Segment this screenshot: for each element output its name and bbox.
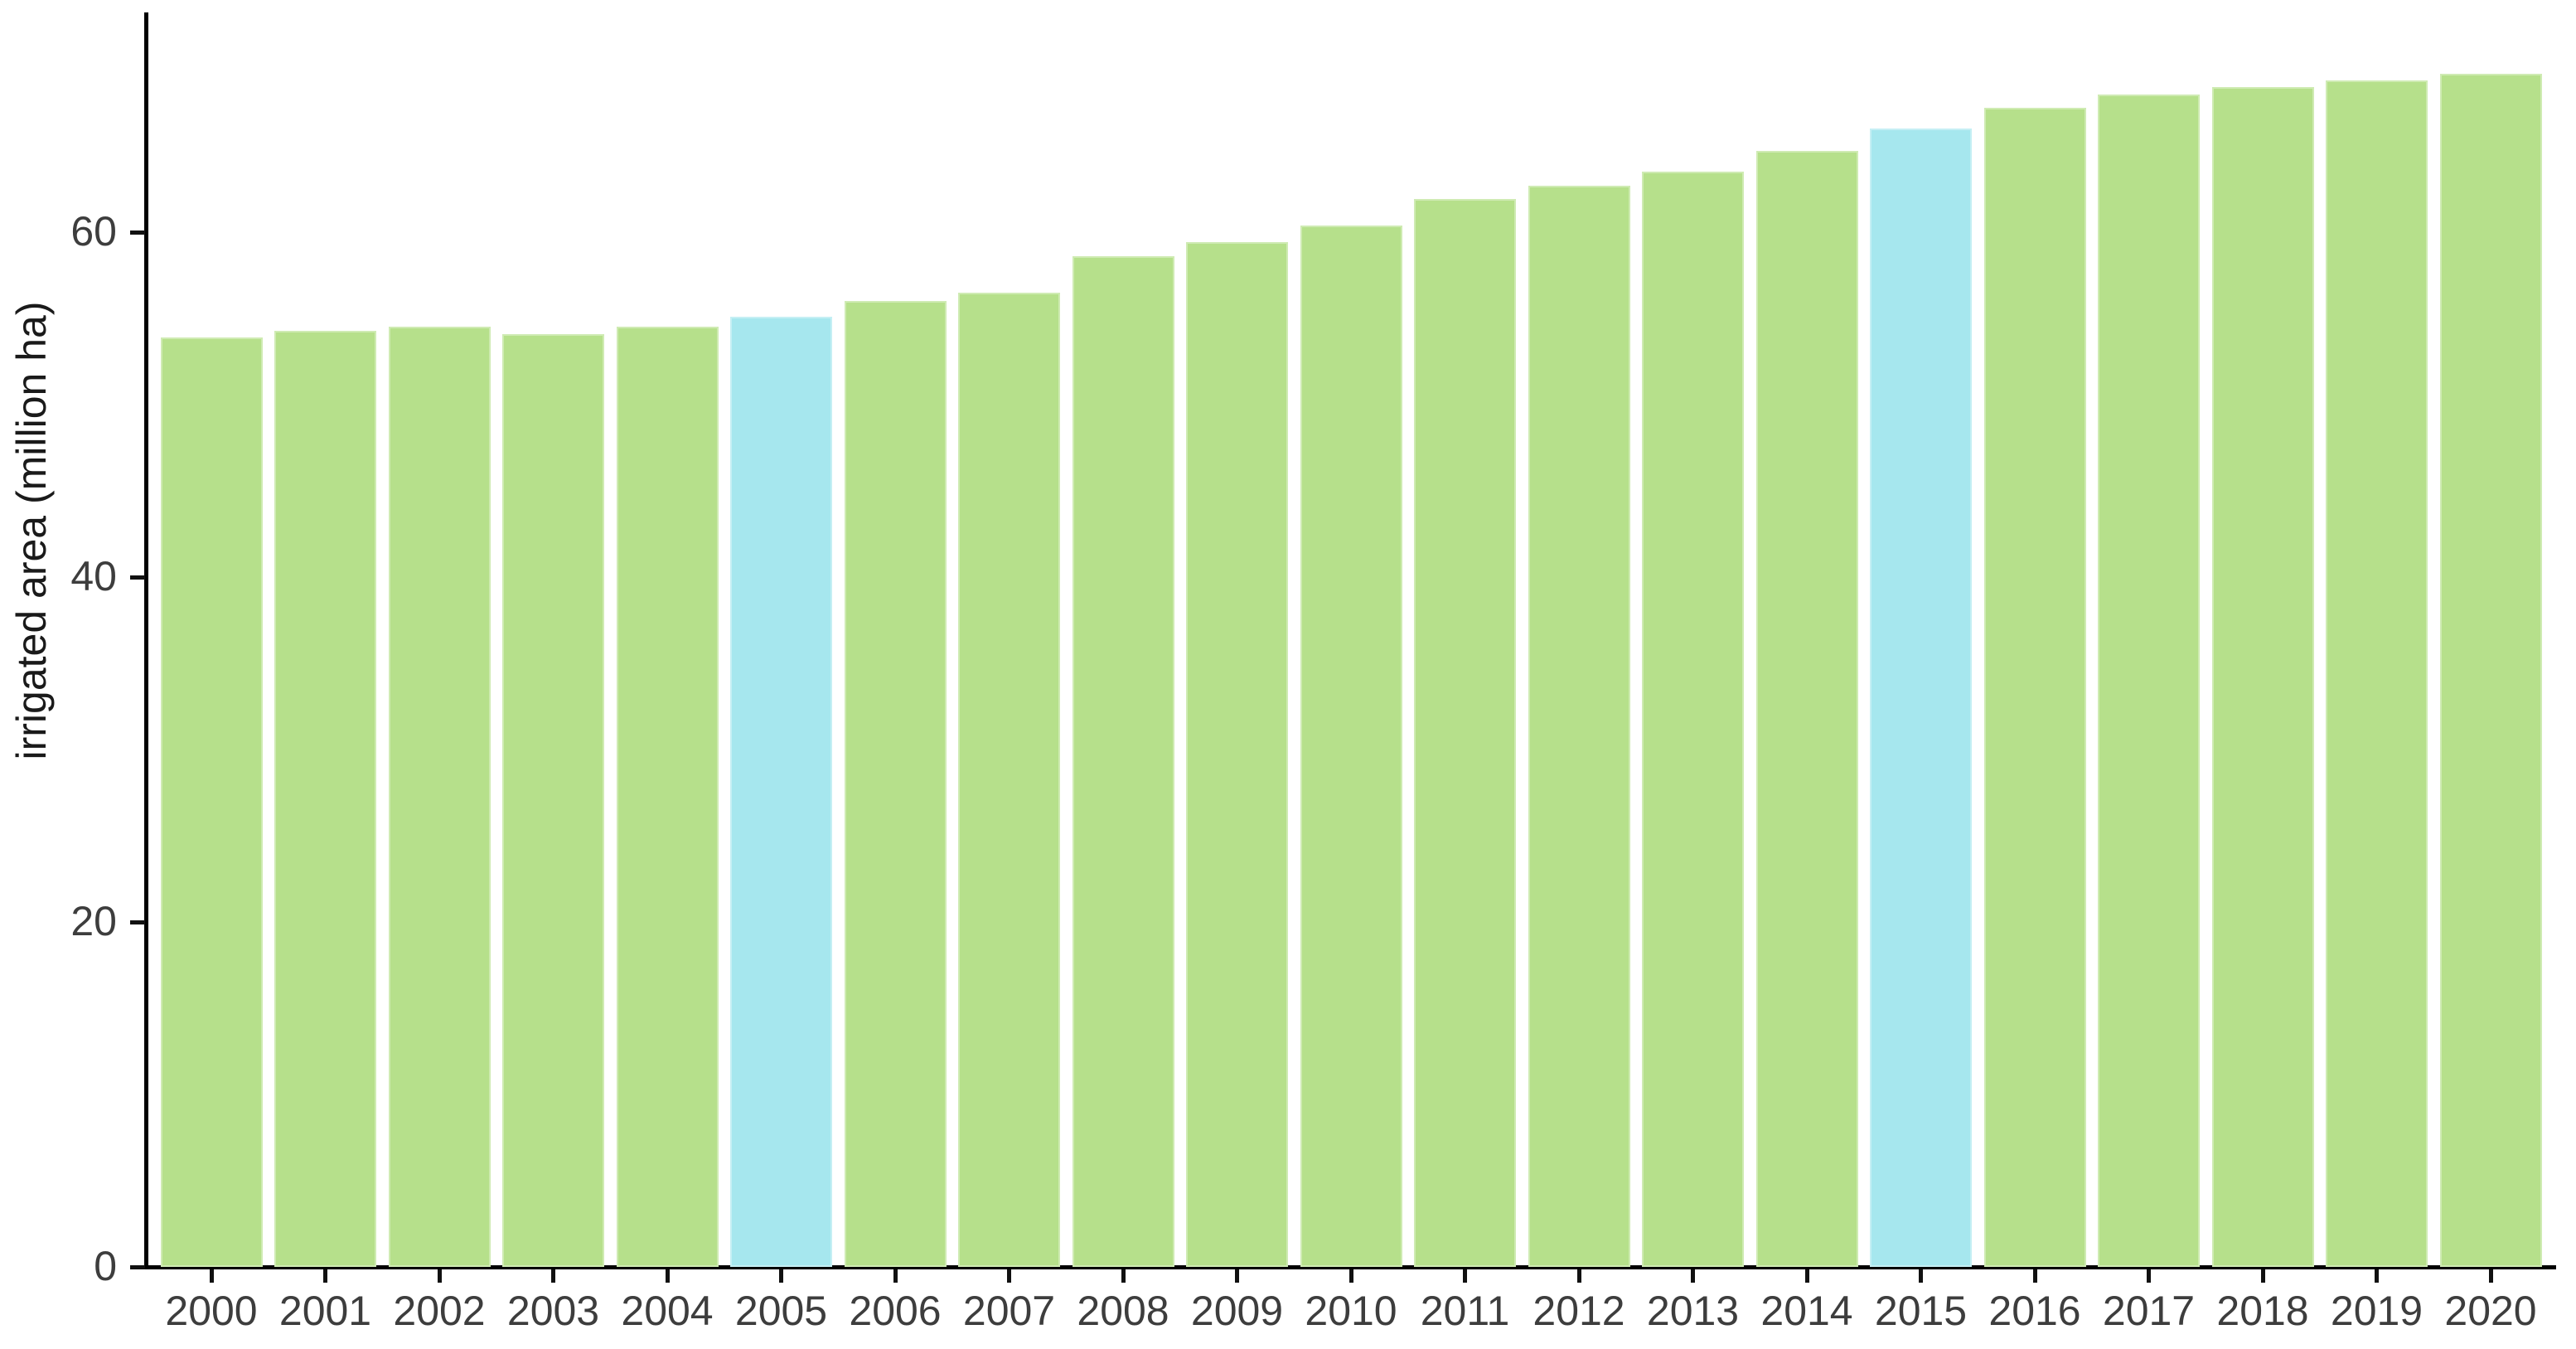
y-tick-60 xyxy=(130,230,145,235)
x-tick-2008 xyxy=(1121,1269,1126,1283)
x-tick-2013 xyxy=(1691,1269,1695,1283)
x-axis-line xyxy=(130,1264,2556,1269)
bar-2010 xyxy=(1300,225,1402,1267)
x-tick-2011 xyxy=(1463,1269,1467,1283)
bar-2003 xyxy=(502,333,604,1267)
x-tick-2006 xyxy=(893,1269,898,1283)
y-tick-label-40: 40 xyxy=(70,552,117,599)
x-tick-label-2020: 2020 xyxy=(2444,1288,2537,1334)
x-tick-2003 xyxy=(551,1269,555,1283)
x-tick-label-2014: 2014 xyxy=(1760,1288,1853,1334)
x-tick-label-2016: 2016 xyxy=(1988,1288,2081,1334)
x-tick-2005 xyxy=(779,1269,783,1283)
x-tick-label-2000: 2000 xyxy=(165,1288,258,1334)
bar-2020 xyxy=(2439,73,2542,1267)
y-tick-40 xyxy=(130,575,145,580)
bar-2019 xyxy=(2326,80,2428,1267)
x-tick-label-2001: 2001 xyxy=(278,1288,372,1334)
x-tick-label-2010: 2010 xyxy=(1305,1288,1397,1334)
x-tick-2015 xyxy=(1919,1269,1923,1283)
bar-2017 xyxy=(2098,94,2200,1267)
y-tick-20 xyxy=(130,920,145,924)
x-tick-label-2015: 2015 xyxy=(1874,1288,1968,1334)
x-tick-2019 xyxy=(2375,1269,2379,1283)
y-tick-label-60: 60 xyxy=(70,207,117,255)
y-tick-label-20: 20 xyxy=(70,897,117,944)
x-tick-2000 xyxy=(209,1269,214,1283)
x-tick-2012 xyxy=(1576,1269,1581,1283)
x-tick-label-2003: 2003 xyxy=(506,1288,600,1334)
bar-2001 xyxy=(274,330,376,1267)
x-tick-label-2017: 2017 xyxy=(2102,1288,2196,1334)
x-tick-2007 xyxy=(1007,1269,1011,1283)
x-tick-label-2006: 2006 xyxy=(849,1288,942,1334)
y-axis-title: irrigated area (million ha) xyxy=(8,301,55,760)
y-axis-line xyxy=(144,12,148,1269)
bar-2002 xyxy=(388,327,491,1267)
x-tick-label-2013: 2013 xyxy=(1646,1288,1740,1334)
x-tick-label-2007: 2007 xyxy=(962,1288,1056,1334)
bar-2000 xyxy=(160,337,263,1267)
bar-2018 xyxy=(2211,87,2314,1267)
bar-2013 xyxy=(1642,172,1744,1267)
x-tick-label-2004: 2004 xyxy=(621,1288,714,1334)
bar-2014 xyxy=(1755,151,1858,1267)
x-tick-label-2005: 2005 xyxy=(734,1288,828,1334)
x-tick-label-2019: 2019 xyxy=(2330,1288,2423,1334)
y-tick-label-0: 0 xyxy=(94,1242,117,1289)
bar-2007 xyxy=(958,292,1060,1267)
x-tick-label-2009: 2009 xyxy=(1190,1288,1284,1334)
bar-2004 xyxy=(616,327,719,1267)
x-tick-2010 xyxy=(1349,1269,1353,1283)
x-tick-2017 xyxy=(2147,1269,2151,1283)
x-tick-label-2008: 2008 xyxy=(1077,1288,1169,1334)
bar-2016 xyxy=(1983,108,2086,1267)
x-tick-2001 xyxy=(323,1269,327,1283)
bar-2015 xyxy=(1870,129,1972,1267)
x-tick-2016 xyxy=(2032,1269,2037,1283)
bar-2008 xyxy=(1072,256,1174,1267)
x-tick-2009 xyxy=(1235,1269,1239,1283)
x-tick-label-2012: 2012 xyxy=(1533,1288,1625,1334)
x-tick-2018 xyxy=(2260,1269,2265,1283)
bar-2011 xyxy=(1414,199,1516,1267)
x-tick-2014 xyxy=(1804,1269,1809,1283)
bar-2006 xyxy=(844,301,947,1267)
y-tick-0 xyxy=(130,1264,145,1269)
x-tick-label-2002: 2002 xyxy=(393,1288,486,1334)
x-tick-2002 xyxy=(437,1269,442,1283)
bar-2005 xyxy=(730,316,832,1267)
x-tick-label-2018: 2018 xyxy=(2216,1288,2309,1334)
x-tick-2004 xyxy=(665,1269,670,1283)
x-tick-2020 xyxy=(2488,1269,2493,1283)
x-tick-label-2011: 2011 xyxy=(1420,1288,1510,1334)
bar-2012 xyxy=(1528,185,1630,1267)
bar-2009 xyxy=(1186,242,1288,1267)
